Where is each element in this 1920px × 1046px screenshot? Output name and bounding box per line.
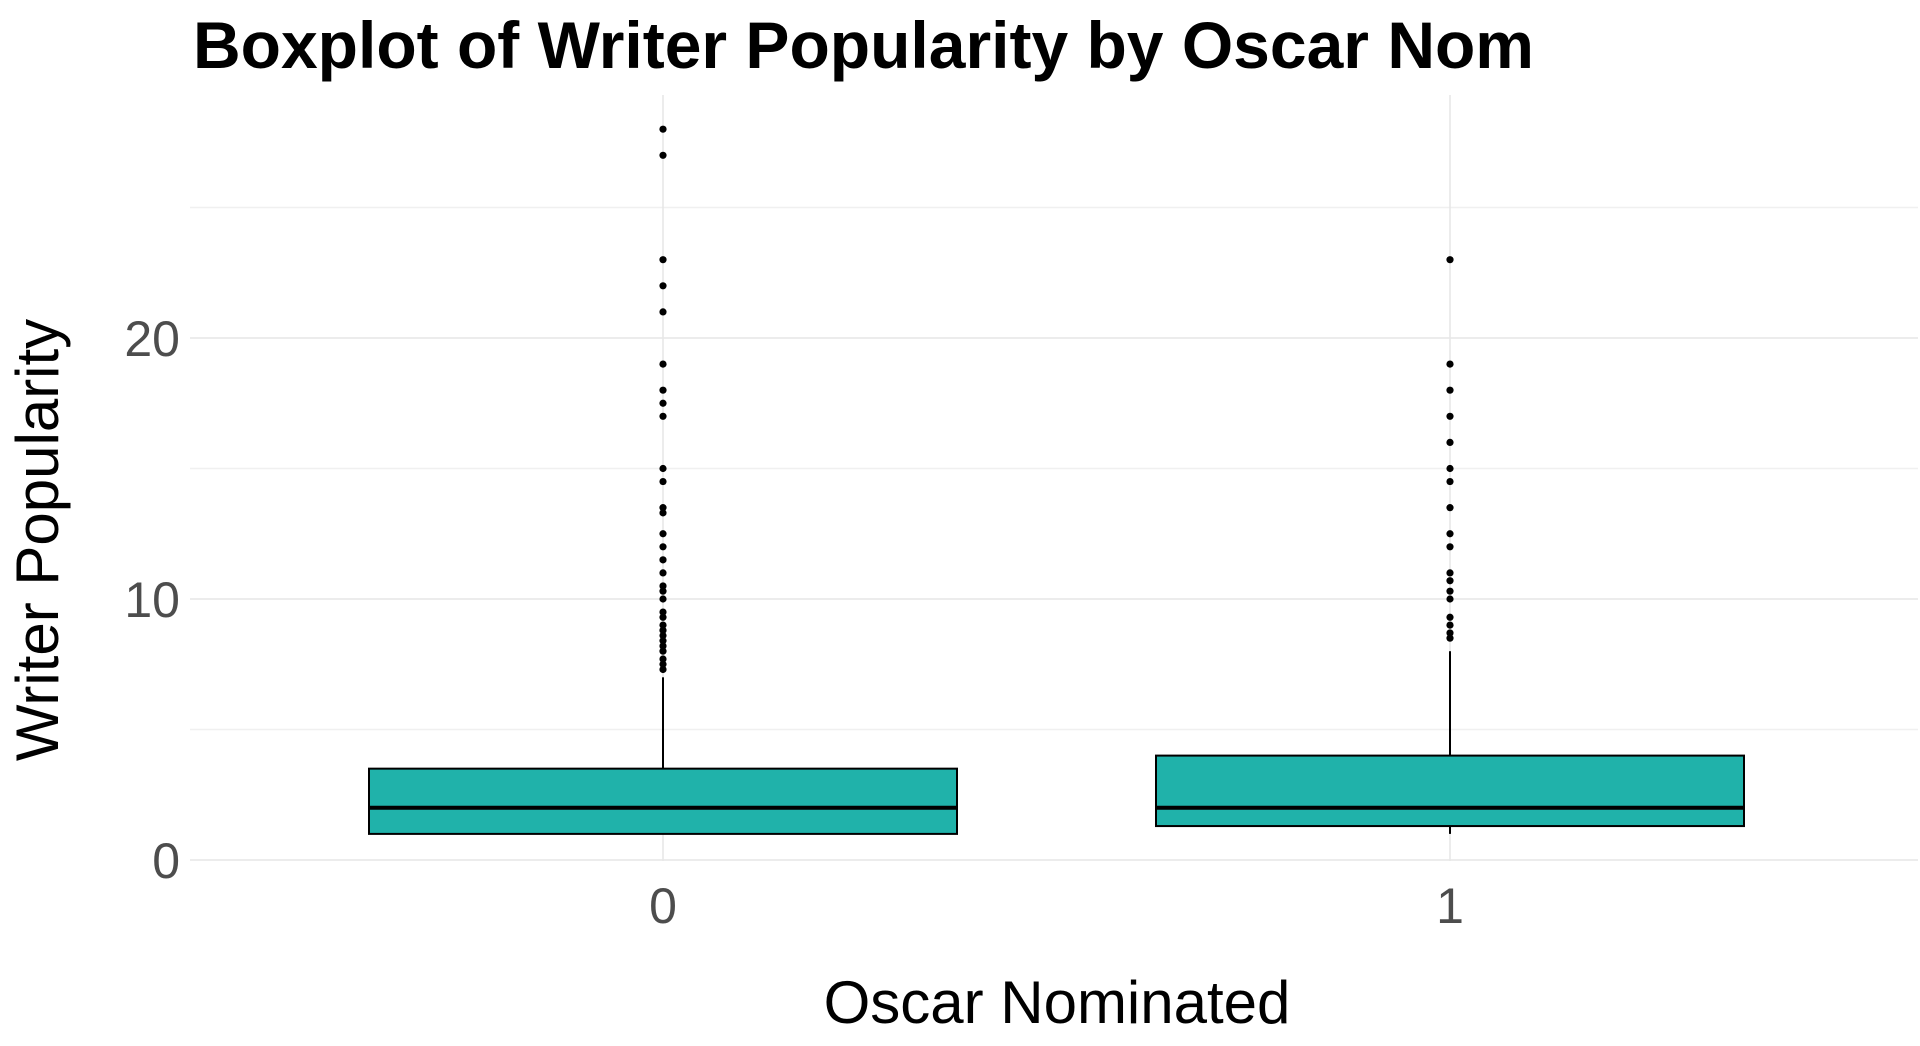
x-tick-label: 1 bbox=[1436, 878, 1464, 934]
outlier-point bbox=[659, 386, 667, 394]
outlier-point bbox=[659, 569, 667, 577]
outlier-point bbox=[1446, 504, 1454, 512]
outlier-point bbox=[659, 360, 667, 368]
outlier-point bbox=[659, 647, 667, 655]
outlier-point bbox=[659, 613, 667, 621]
outlier-point bbox=[659, 282, 667, 290]
outlier-point bbox=[1446, 438, 1454, 446]
outlier-point bbox=[659, 464, 667, 473]
outlier-point bbox=[1446, 256, 1454, 264]
outlier-point bbox=[659, 665, 667, 674]
outlier-point bbox=[659, 621, 667, 629]
outlier-point bbox=[659, 655, 667, 663]
outlier-point bbox=[659, 637, 667, 645]
outlier-point bbox=[1446, 530, 1454, 538]
outlier-point bbox=[659, 660, 667, 668]
x-tick-label: 0 bbox=[649, 878, 677, 934]
outlier-point bbox=[659, 626, 667, 634]
tick-layer: 0 10 20 0 1 bbox=[124, 311, 1464, 934]
outlier-point bbox=[659, 556, 667, 564]
outlier-point bbox=[659, 412, 667, 420]
outlier-point bbox=[659, 595, 667, 603]
outlier-point bbox=[1446, 386, 1454, 394]
outlier-point bbox=[659, 509, 667, 517]
outlier-point bbox=[659, 256, 667, 264]
outlier-point bbox=[1446, 569, 1454, 577]
outlier-point bbox=[1446, 595, 1454, 603]
outlier-point bbox=[1446, 464, 1454, 473]
outlier-point bbox=[659, 151, 667, 159]
box-group-0 bbox=[368, 125, 958, 835]
outlier-point bbox=[1446, 412, 1454, 420]
outlier-point bbox=[1446, 613, 1454, 621]
grid-layer bbox=[190, 95, 1918, 861]
box-layer bbox=[368, 125, 1745, 835]
x-axis-title: Oscar Nominated bbox=[824, 969, 1291, 1036]
outlier-point bbox=[1446, 634, 1454, 642]
y-axis-title: Writer Popularity bbox=[4, 319, 71, 761]
outlier-point bbox=[659, 608, 667, 616]
outlier-point bbox=[659, 543, 667, 551]
outlier-point bbox=[1446, 587, 1454, 595]
outlier-point bbox=[659, 631, 667, 640]
outlier-point bbox=[659, 582, 667, 590]
outlier-point bbox=[1446, 477, 1454, 486]
outlier-point bbox=[1446, 629, 1454, 637]
outlier-point bbox=[659, 125, 667, 133]
box-body bbox=[368, 767, 958, 835]
box-group-1 bbox=[1155, 256, 1745, 834]
outlier-point bbox=[659, 504, 667, 512]
outlier-point bbox=[659, 399, 667, 407]
outlier-point bbox=[659, 587, 667, 595]
outlier-point bbox=[659, 477, 667, 486]
outlier-point bbox=[1446, 543, 1454, 551]
box-body bbox=[1155, 754, 1745, 828]
outlier-point bbox=[1446, 621, 1454, 629]
outlier-point bbox=[659, 530, 667, 538]
outlier-point bbox=[659, 308, 667, 316]
outlier-point bbox=[1446, 360, 1454, 368]
y-tick-label: 0 bbox=[152, 833, 180, 889]
y-tick-label: 20 bbox=[124, 311, 180, 367]
y-tick-label: 10 bbox=[124, 572, 180, 628]
chart-title: Boxplot of Writer Popularity by Oscar No… bbox=[193, 8, 1534, 82]
outlier-point bbox=[1446, 577, 1454, 585]
outlier-point bbox=[659, 642, 667, 650]
